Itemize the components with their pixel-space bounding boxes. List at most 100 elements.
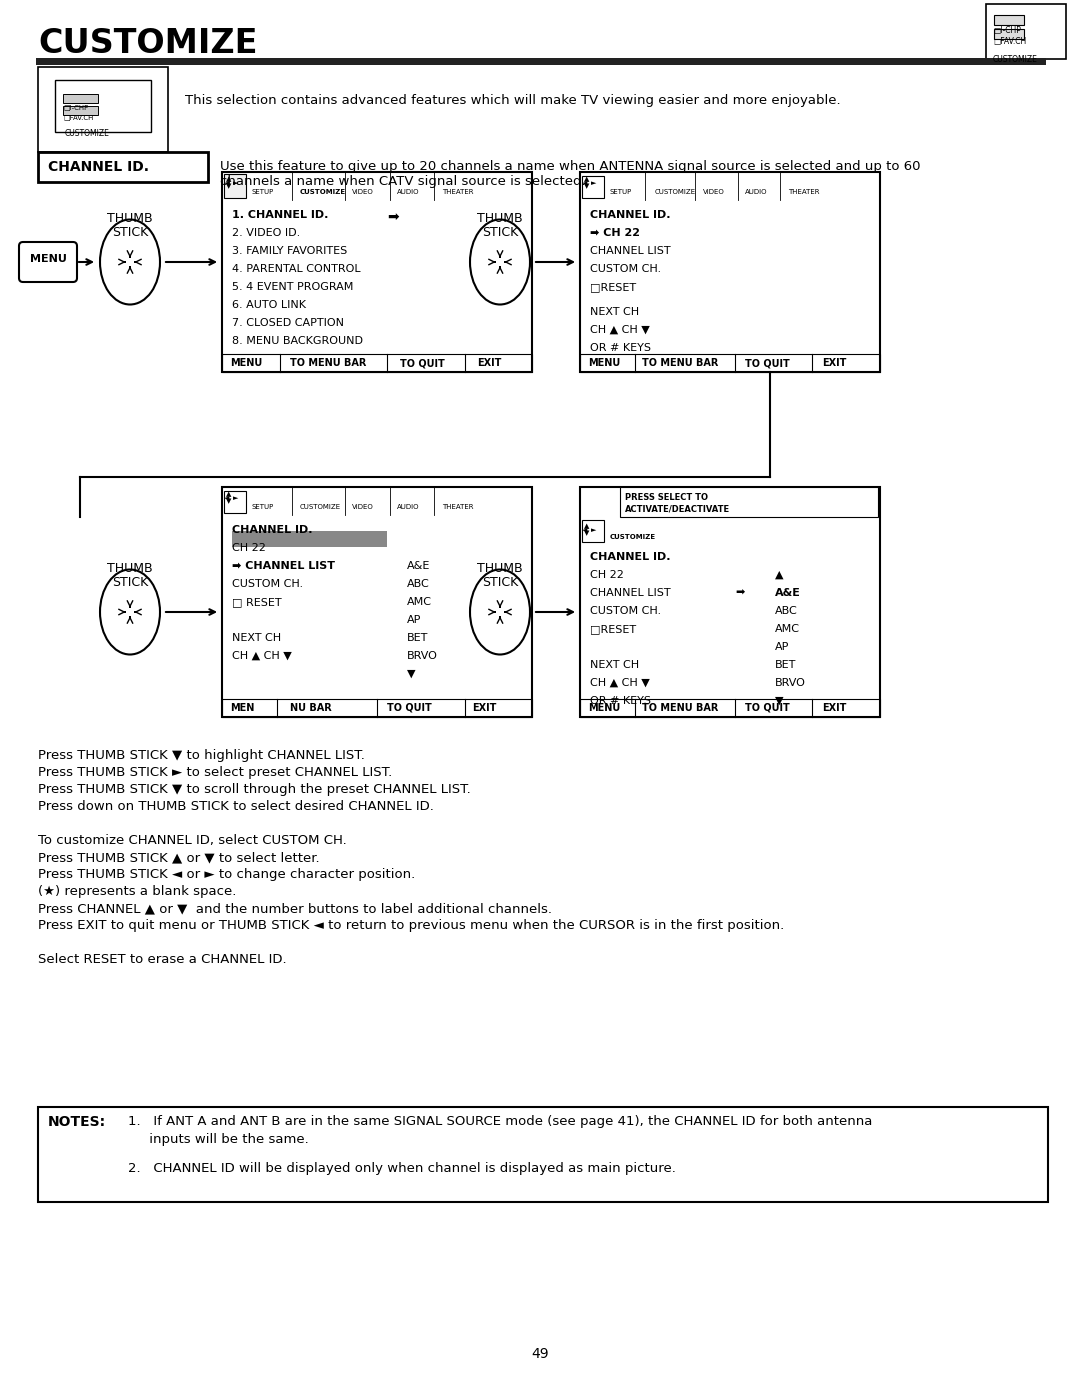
Text: A&E: A&E [407,562,430,571]
Bar [994,29,1024,39]
Text: 8. MENU BACKGROUND: 8. MENU BACKGROUND [232,337,363,346]
Text: ▼: ▼ [226,183,231,189]
Text: ▼: ▼ [584,529,590,536]
Text: □RESET: □RESET [590,282,636,292]
Text: CHANNEL LIST: CHANNEL LIST [590,588,671,598]
Text: THEATER: THEATER [442,189,473,196]
Bar [222,353,532,372]
Text: ➡ CHANNEL LIST: ➡ CHANNEL LIST [232,562,335,571]
Text: 2. VIDEO ID.: 2. VIDEO ID. [232,228,300,237]
Text: STICK: STICK [112,226,148,239]
Text: NOTES:: NOTES: [48,1115,106,1129]
Text: CUSTOMIZE: CUSTOMIZE [993,54,1038,64]
Bar [63,106,98,115]
Text: CHANNEL LIST: CHANNEL LIST [590,246,671,256]
Text: ABC: ABC [407,578,430,590]
Text: OR # KEYS: OR # KEYS [590,696,651,705]
Text: CHANNEL ID.: CHANNEL ID. [590,552,671,562]
Text: THUMB: THUMB [477,212,523,225]
Text: CHANNEL ID.: CHANNEL ID. [590,210,671,219]
Text: Press CHANNEL ▲ or ▼  and the number buttons to label additional channels.: Press CHANNEL ▲ or ▼ and the number butt… [38,902,552,915]
Text: CUSTOMIZE: CUSTOMIZE [65,129,110,138]
Text: MEN: MEN [230,703,255,712]
Text: Press EXIT to quit menu or THUMB STICK ◄ to return to previous menu when the CUR: Press EXIT to quit menu or THUMB STICK ◄… [38,919,784,932]
Text: ◄: ◄ [224,495,229,502]
Text: MENU: MENU [29,254,67,264]
Text: ▼: ▼ [226,497,231,504]
Text: CUSTOM CH.: CUSTOM CH. [590,606,661,616]
Bar [224,175,246,198]
Bar [582,176,604,198]
Text: 1.   If ANT A and ANT B are in the same SIGNAL SOURCE mode (see page 41), the CH: 1. If ANT A and ANT B are in the same SI… [129,1115,873,1127]
Text: AP: AP [407,615,421,624]
Text: CH ▲ CH ▼: CH ▲ CH ▼ [590,678,650,687]
Text: □ RESET: □ RESET [232,597,282,608]
Text: TO MENU BAR: TO MENU BAR [291,358,366,367]
Bar [620,488,878,517]
Text: STICK: STICK [482,226,518,239]
Text: BET: BET [775,659,796,671]
Text: ▲: ▲ [226,490,231,497]
Bar [38,67,168,152]
Bar [63,94,98,103]
Bar [55,80,151,131]
Text: 2.   CHANNEL ID will be displayed only when channel is displayed as main picture: 2. CHANNEL ID will be displayed only whe… [129,1162,676,1175]
Text: ACTIVATE/DEACTIVATE: ACTIVATE/DEACTIVATE [625,504,730,514]
Text: TO QUIT: TO QUIT [387,703,432,712]
Text: NEXT CH: NEXT CH [590,659,639,671]
Text: □FAV.CH: □FAV.CH [63,115,93,120]
Text: 1. CHANNEL ID.: 1. CHANNEL ID. [232,210,328,219]
Text: SETUP: SETUP [252,504,274,510]
Text: TO MENU BAR: TO MENU BAR [642,358,718,367]
Text: ◄: ◄ [582,527,588,534]
Text: NEXT CH: NEXT CH [232,633,281,643]
Bar [986,4,1066,59]
Text: Use this feature to give up to 20 channels a name when ANTENNA signal source is : Use this feature to give up to 20 channe… [220,161,920,173]
Text: EXIT: EXIT [822,358,847,367]
Text: THUMB: THUMB [477,562,523,576]
Text: CH ▲ CH ▼: CH ▲ CH ▼ [232,651,292,661]
Bar [224,490,246,513]
Text: THUMB: THUMB [107,212,152,225]
Text: MENU: MENU [588,703,620,712]
Text: EXIT: EXIT [472,703,497,712]
Bar [222,698,532,717]
Text: Press THUMB STICK ▲ or ▼ to select letter.: Press THUMB STICK ▲ or ▼ to select lette… [38,851,320,863]
Text: 3. FAMILY FAVORITES: 3. FAMILY FAVORITES [232,246,348,256]
Text: AUDIO: AUDIO [397,189,419,196]
Bar [36,59,1047,66]
Bar [38,152,208,182]
Text: SETUP: SETUP [610,189,632,196]
Text: inputs will be the same.: inputs will be the same. [129,1133,309,1146]
Text: STICK: STICK [112,576,148,590]
Text: ▲: ▲ [584,522,590,529]
Text: STICK: STICK [482,576,518,590]
Text: TO QUIT: TO QUIT [745,358,789,367]
Text: CHANNEL ID.: CHANNEL ID. [48,161,149,175]
Text: Select RESET to erase a CHANNEL ID.: Select RESET to erase a CHANNEL ID. [38,953,286,965]
Text: ►: ► [233,495,239,502]
Text: (★) represents a blank space.: (★) represents a blank space. [38,886,237,898]
Bar [580,353,880,372]
Text: ▼: ▼ [407,669,416,679]
Text: SETUP: SETUP [252,189,274,196]
Text: ▲: ▲ [226,176,231,182]
Text: ▼: ▼ [584,183,590,189]
Text: THEATER: THEATER [788,189,820,196]
Text: NEXT CH: NEXT CH [590,307,639,317]
Text: ➡: ➡ [387,210,399,224]
Text: BRVO: BRVO [775,678,806,687]
Text: CUSTOMIZE: CUSTOMIZE [38,27,257,60]
Text: Press THUMB STICK ▼ to highlight CHANNEL LIST.: Press THUMB STICK ▼ to highlight CHANNEL… [38,749,365,761]
Text: BRVO: BRVO [407,651,437,661]
Bar [580,172,880,372]
Text: 7. CLOSED CAPTION: 7. CLOSED CAPTION [232,319,345,328]
Text: 5. 4 EVENT PROGRAM: 5. 4 EVENT PROGRAM [232,282,353,292]
Text: CUSTOM CH.: CUSTOM CH. [590,264,661,274]
FancyBboxPatch shape [19,242,77,282]
Bar [232,531,387,548]
Bar [222,488,532,717]
Text: TO QUIT: TO QUIT [745,703,789,712]
Text: □FAV.CH: □FAV.CH [993,36,1026,46]
Text: CUSTOMIZE: CUSTOMIZE [610,534,657,541]
